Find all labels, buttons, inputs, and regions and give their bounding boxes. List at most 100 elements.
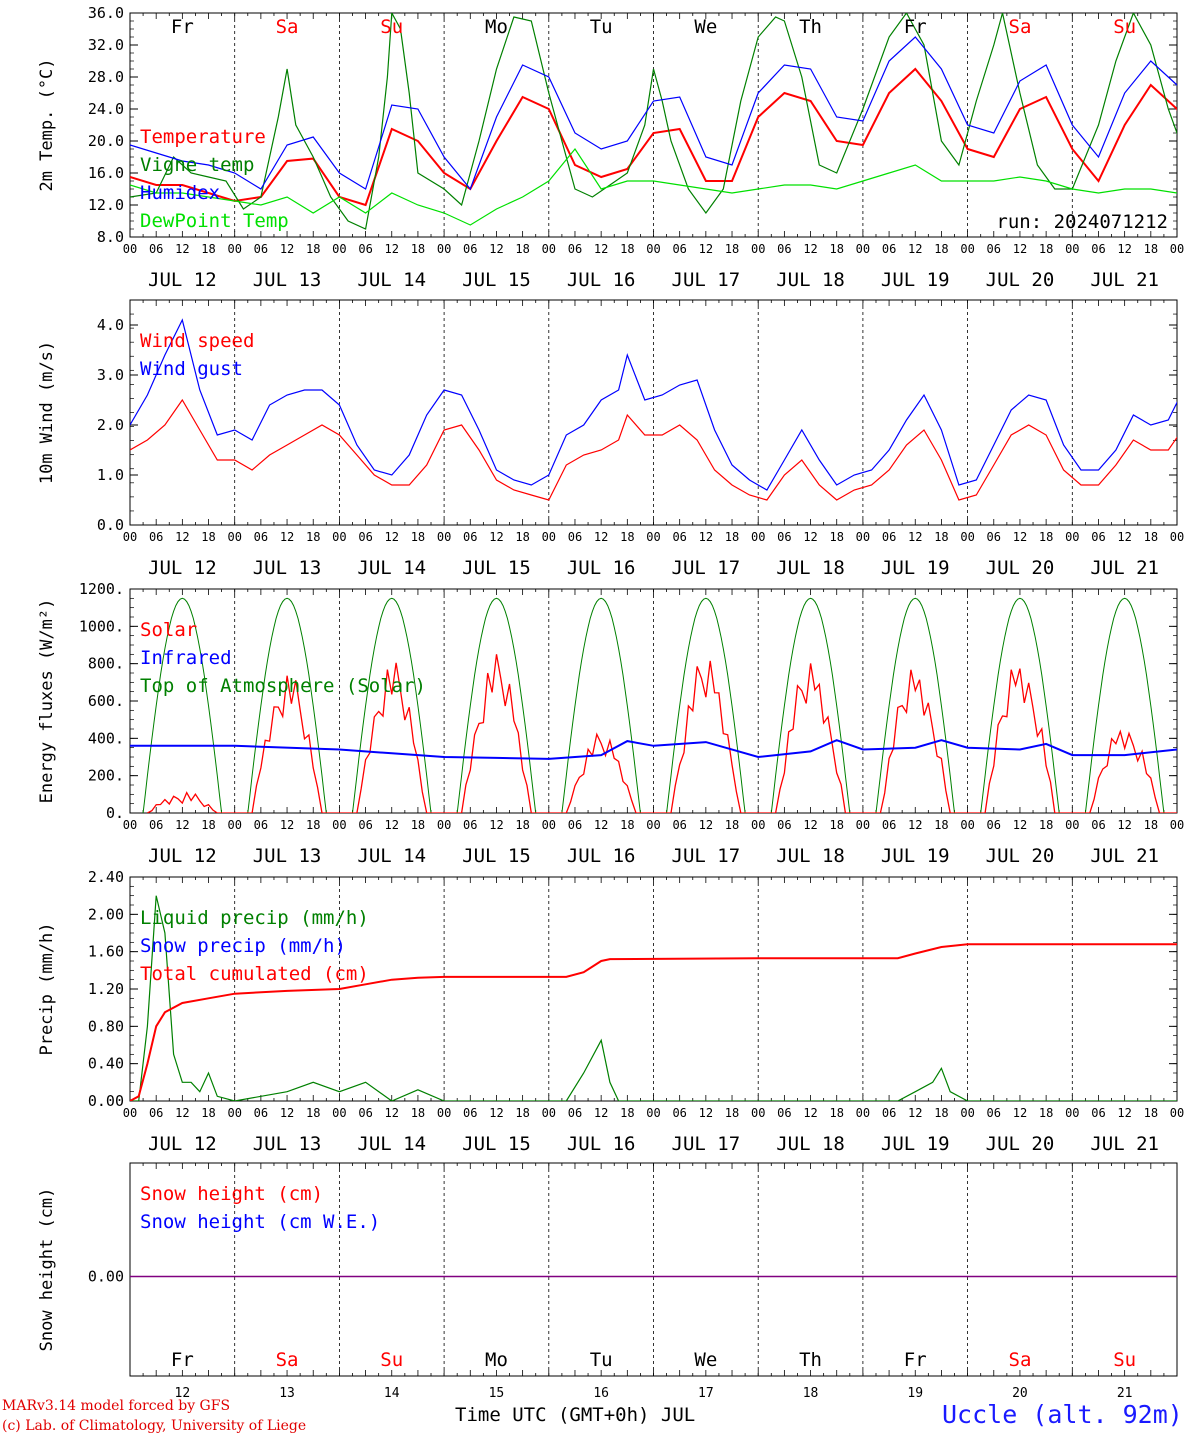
hour-tick-label: 18 [306,530,320,544]
hour-tick-label: 12 [1117,530,1131,544]
hour-tick-label: 06 [987,818,1001,832]
weekday-label: Th [799,1349,822,1371]
y-tick-label: 400. [88,729,124,747]
hour-tick-label: 06 [882,1106,896,1120]
hour-tick-label: 00 [751,818,765,832]
series-line [130,36,1177,191]
weekday-label: Tu [590,16,613,38]
hour-tick-label: 18 [1039,242,1053,256]
hour-tick-label: 00 [123,530,137,544]
hour-tick-label: 12 [489,1106,503,1120]
hour-tick-label: 18 [620,530,634,544]
hour-tick-label: 00 [437,242,451,256]
hour-tick-label: 06 [149,242,163,256]
hour-tick-label: 00 [1170,818,1184,832]
hour-tick-label: 12 [1013,242,1027,256]
hour-tick-label: 06 [568,530,582,544]
date-label: JUL 18 [776,1133,845,1155]
hour-tick-label: 18 [725,242,739,256]
hour-tick-label: 12 [1117,818,1131,832]
hour-tick-label: 18 [515,818,529,832]
hour-tick-label: 06 [1091,530,1105,544]
hour-tick-label: 00 [646,530,660,544]
date-label: JUL 19 [881,1133,950,1155]
y-tick-label: 1200. [79,580,124,598]
y-tick-label: 600. [88,692,124,710]
hour-tick-label: 12 [594,530,608,544]
hour-tick-label: 06 [987,1106,1001,1120]
hour-tick-label: 18 [201,1106,215,1120]
weekday-label: Fr [904,16,927,38]
hour-tick-label: 12 [803,818,817,832]
y-axis-label: Energy fluxes (W/m²) [37,599,57,804]
hour-tick-label: 06 [254,1106,268,1120]
day-number-label: 21 [1117,1386,1133,1401]
hour-tick-label: 00 [123,818,137,832]
weekday-label: Tu [590,1349,613,1371]
y-tick-label: 0.00 [88,1268,124,1286]
x-axis-title: Time UTC (GMT+0h) JUL [455,1404,696,1426]
hour-tick-label: 18 [829,242,843,256]
hour-tick-label: 12 [699,242,713,256]
hour-tick-label: 00 [332,818,346,832]
legend-entry: Top of Atmosphere (Solar) [140,675,426,697]
hour-tick-label: 06 [1091,818,1105,832]
hour-tick-label: 00 [751,1106,765,1120]
hour-tick-label: 18 [934,242,948,256]
y-tick-label: 0.00 [88,1092,124,1110]
hour-tick-label: 06 [672,530,686,544]
series-line [130,318,1177,491]
day-number-label: 17 [698,1386,714,1401]
hour-tick-label: 18 [1039,1106,1053,1120]
date-label: JUL 21 [1090,845,1159,867]
run-label: run: 2024071212 [996,211,1168,233]
y-tick-label: 1.20 [88,980,124,998]
day-number-label: 15 [489,1386,505,1401]
hour-tick-label: 18 [411,818,425,832]
hour-tick-label: 06 [149,530,163,544]
y-tick-label: 0.0 [97,516,124,534]
hour-tick-label: 00 [960,242,974,256]
hour-tick-label: 00 [437,818,451,832]
hour-tick-label: 12 [908,818,922,832]
day-number-label: 13 [279,1386,295,1401]
weekday-label: Sa [276,1349,299,1371]
hour-tick-label: 12 [175,1106,189,1120]
date-label: JUL 15 [462,269,531,291]
hour-tick-label: 06 [568,1106,582,1120]
panel-frame-wind [129,299,1178,526]
hour-tick-label: 12 [594,1106,608,1120]
series-line [130,147,1177,226]
hour-tick-label: 12 [385,1106,399,1120]
hour-tick-label: 12 [594,818,608,832]
hour-tick-label: 06 [358,818,372,832]
date-label: JUL 20 [986,1133,1055,1155]
weekday-label: Sa [1009,16,1032,38]
date-label: JUL 12 [148,845,217,867]
date-label: JUL 17 [672,1133,741,1155]
hour-tick-label: 18 [725,1106,739,1120]
legend-entry: Infrared [140,647,232,669]
hour-tick-label: 12 [908,242,922,256]
lab-credit: (c) Lab. of Climatology, University of L… [2,1418,307,1434]
panel-frame-energy [129,588,1178,814]
hour-tick-label: 06 [568,242,582,256]
hour-tick-label: 12 [489,818,503,832]
model-credit: MARv3.14 model forced by GFS [2,1398,231,1414]
hour-tick-label: 00 [542,1106,556,1120]
hour-tick-label: 06 [463,530,477,544]
date-label: JUL 14 [357,845,426,867]
hour-tick-label: 12 [280,818,294,832]
hour-tick-label: 12 [1013,530,1027,544]
hour-tick-label: 00 [1170,242,1184,256]
hour-tick-label: 12 [385,818,399,832]
weekday-label: Sa [276,16,299,38]
weekday-label: Mo [485,16,508,38]
hour-tick-label: 06 [254,242,268,256]
date-label: JUL 16 [567,1133,636,1155]
y-tick-label: 8.0 [97,228,124,246]
date-label: JUL 12 [148,269,217,291]
solar-line [147,654,1177,813]
hour-tick-label: 00 [960,530,974,544]
